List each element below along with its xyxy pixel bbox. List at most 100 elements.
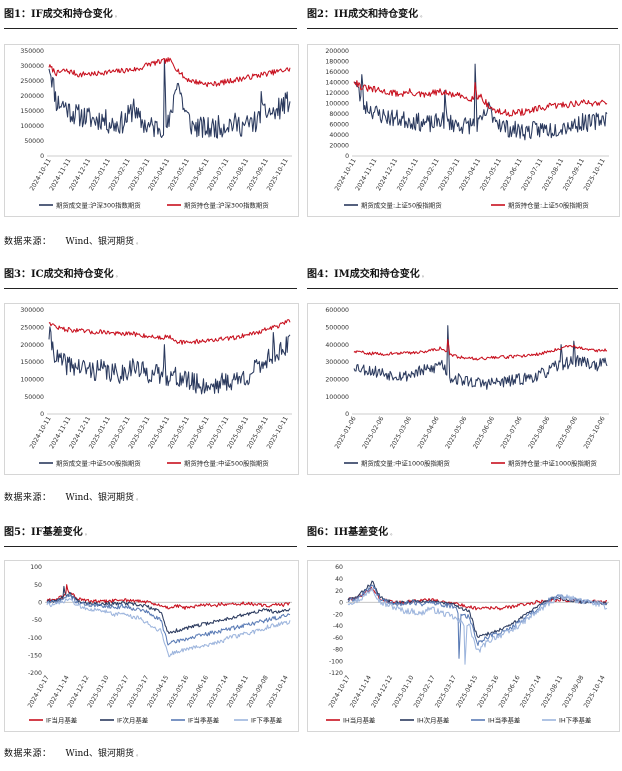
figure-6-title: 图6：IH基差变化。 (307, 527, 397, 538)
x-tick-label: 2024-10-17 (328, 674, 352, 709)
y-tick-label: 50 (34, 582, 42, 589)
series-line-2 (46, 585, 291, 635)
y-tick-label: 40 (335, 576, 343, 583)
x-tick-label: 2025-05-16 (476, 674, 500, 709)
series-line-3 (46, 593, 291, 646)
series-line-2 (347, 580, 608, 638)
figure-3-chart: 0 50000 100000 150000 200000 250000 300000 2024… (4, 303, 299, 475)
legend-label: 期货成交量:上证50股指期货 (361, 200, 442, 209)
x-tick-label: 2025-09-06 (555, 415, 579, 450)
x-tick-label: 2024-10-11 (334, 157, 358, 192)
x-tick-label: 2025-02-11 (417, 157, 441, 192)
x-tick-label: 2025-01-11 (396, 157, 420, 192)
figure-4-rule (307, 288, 618, 289)
legend-label: IF下季基差 (251, 715, 282, 724)
y-tick-label: 200000 (20, 93, 44, 100)
y-tick-label: 120000 (325, 90, 349, 97)
legend-label: IF次月基差 (117, 715, 148, 724)
series-line-3 (347, 584, 608, 659)
figure-1-chart: 0 50000 100000 150000 200000 250000 300000 3500… (4, 44, 299, 217)
x-tick-label: 2025-06-06 (472, 415, 496, 450)
x-tick-label: 2025-01-06 (334, 415, 358, 450)
y-tick-label: 140000 (325, 80, 349, 87)
x-tick-label: 2025-09-11 (562, 157, 586, 192)
x-tick-label: 2025-10-11 (583, 157, 607, 192)
y-tick-label: 80000 (329, 111, 349, 118)
y-tick-label: -60 (333, 635, 343, 642)
figure-6-chart: -120 -100 -80 -60 -40 -20 0 20 40 60 2024-10-17 202… (307, 560, 620, 732)
series-line-4 (46, 598, 291, 658)
y-tick-label: -50 (32, 617, 42, 624)
x-tick-label: 2025-02-06 (361, 415, 385, 450)
series-line-2 (48, 57, 291, 88)
legend-label: IF当月基差 (46, 715, 77, 724)
x-tick-label: 2025-06-16 (498, 674, 522, 709)
y-tick-label: 0 (339, 600, 343, 607)
series-line-2 (48, 319, 291, 345)
x-tick-label: 2025-03-06 (389, 415, 413, 450)
legend-label: 期货持仓量:中证500股指期货 (184, 458, 269, 467)
series-line-2 (353, 338, 608, 361)
x-tick-label: 2025-04-15 (455, 674, 479, 709)
x-tick-label: 2025-01-10 (391, 674, 415, 709)
figure-3-rule (4, 288, 297, 289)
y-tick-label: 60000 (329, 122, 349, 129)
chart-fig5-svg: -200-150-100-500501002024-10-172024-11-1… (27, 564, 292, 724)
y-tick-label: 300000 (325, 359, 349, 366)
y-tick-label: 100000 (325, 101, 349, 108)
x-tick-label: 2025-09-08 (561, 674, 585, 709)
y-tick-label: 300000 (20, 63, 44, 70)
y-tick-label: 0 (40, 411, 44, 418)
legend-label: 期货成交量:沪深300指数期货 (56, 200, 141, 209)
y-tick-label: -40 (333, 623, 343, 630)
y-tick-label: 0 (38, 600, 42, 607)
figure-5-rule (4, 546, 297, 547)
legend-label: 期货成交量:中证500股指期货 (56, 458, 141, 467)
series-line-1 (48, 59, 291, 139)
y-tick-label: 0 (40, 153, 44, 160)
y-tick-label: 100 (30, 564, 42, 571)
legend-label: IH次月基差 (417, 715, 449, 724)
x-tick-label: 2025-07-14 (519, 674, 543, 709)
x-tick-label: 2025-03-11 (437, 157, 461, 192)
y-tick-label: 400000 (325, 342, 349, 349)
legend-label: IF当季基差 (188, 715, 219, 724)
x-tick-label: 2025-10-06 (583, 415, 607, 450)
series-line-2 (353, 80, 608, 117)
y-tick-label: -150 (28, 653, 42, 660)
x-tick-label: 2024-12-11 (375, 157, 399, 192)
y-tick-label: 250000 (20, 325, 44, 332)
y-tick-label: 0 (345, 411, 349, 418)
y-tick-label: 350000 (20, 48, 44, 55)
x-tick-label: 2024-12-12 (370, 674, 394, 709)
legend-label: 期货成交量:中证1000股指期货 (361, 458, 450, 467)
x-tick-label: 2025-08-11 (541, 157, 565, 192)
y-tick-label: -120 (329, 670, 343, 677)
legend-label: 期货持仓量:沪深300指数期货 (184, 200, 269, 209)
y-tick-label: -100 (28, 635, 42, 642)
x-tick-label: 2025-02-17 (413, 674, 437, 709)
chart-fig2-svg: 0 20000 40000 60000 80000 100000 120000 140000 1… (325, 48, 609, 209)
x-tick-label: 2025-10-14 (266, 674, 290, 709)
figure-2-rule (307, 28, 618, 29)
y-tick-label: -200 (28, 670, 42, 677)
chart-fig6-svg: -120-100-80-60-40-2002040602024-10-17202… (326, 564, 609, 724)
figure-1-rule (4, 28, 297, 29)
x-tick-label: 2025-05-11 (479, 157, 503, 192)
figure-5-title: 图5：IF基差变化。 (4, 527, 91, 538)
y-tick-label: 200000 (325, 48, 349, 55)
x-tick-label: 2024-11-14 (349, 674, 373, 709)
figure-4-chart: 0 100000 200000 300000 400000 500000 600000 202… (307, 303, 620, 475)
legend-label: 期货持仓量:中证1000股指期货 (508, 458, 597, 467)
figure-1-title: 图1：IF成交和持仓变化。 (4, 9, 121, 20)
y-tick-label: 180000 (325, 59, 349, 66)
y-tick-label: 100000 (325, 394, 349, 401)
series-line-1 (48, 326, 291, 395)
y-tick-label: -20 (333, 611, 343, 618)
figure-5-chart: -200 -150 -100 -50 0 50 100 2024-10-17 2024-11-1… (4, 560, 299, 732)
figure-4-title: 图4：IM成交和持仓变化。 (307, 269, 428, 280)
x-tick-label: 2025-05-06 (444, 415, 468, 450)
figure-6-rule (307, 546, 618, 547)
x-tick-label: 2025-10-11 (266, 157, 290, 192)
x-tick-label: 2025-03-17 (434, 674, 458, 709)
